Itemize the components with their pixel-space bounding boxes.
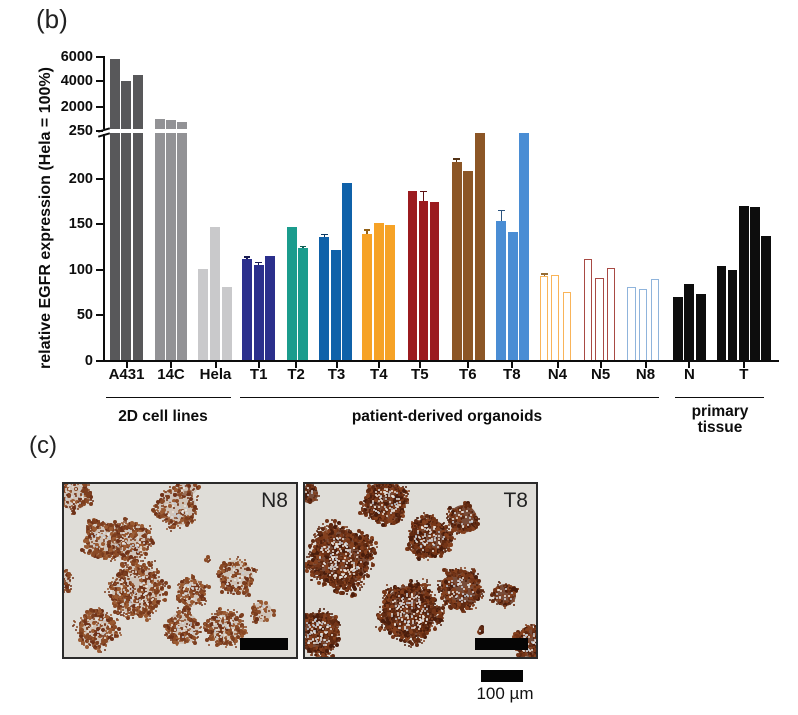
svg-text:N8: N8 <box>261 489 288 512</box>
